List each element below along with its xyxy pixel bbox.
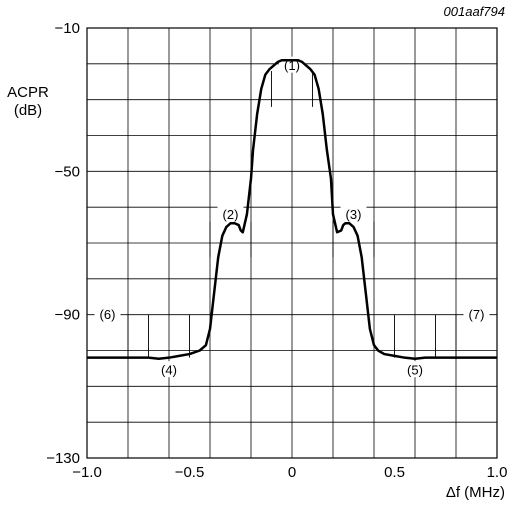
x-tick-label: 1.0 (487, 464, 508, 481)
y-tick-label: −10 (55, 20, 80, 37)
annotation-label-bg (463, 305, 490, 322)
y-tick-label: −50 (55, 163, 80, 180)
grid (87, 28, 497, 458)
figure-id: 001aaf794 (444, 4, 505, 19)
x-tick-label: −0.5 (175, 464, 205, 481)
y-tick-labels: −10 −50 −90 −130 (46, 20, 80, 467)
y-tick-label: −130 (46, 450, 80, 467)
annotation-label: (6) (100, 307, 116, 322)
annotation-label: (1) (284, 58, 300, 73)
x-tick-labels: −1.0 −0.5 0 0.5 1.0 (72, 464, 507, 481)
annotation-label: (5) (407, 363, 423, 378)
annotation-label-bg (156, 361, 182, 378)
y-tick-label: −90 (55, 307, 80, 324)
annotation-label-bg (217, 205, 244, 222)
y-axis-label-line1: ACPR (7, 84, 49, 101)
annotation-label: (3) (346, 207, 362, 222)
annotation-label-bg (340, 205, 367, 222)
plot-frame (86, 27, 498, 459)
x-tick-label: 0 (288, 464, 296, 481)
annotations: (1) (2) (3) (4) (5) (6) (7) (86, 56, 498, 378)
y-axis-label-line2: (dB) (14, 102, 42, 119)
annotation-label: (7) (469, 307, 485, 322)
x-tick-label: 0.5 (384, 464, 405, 481)
acpr-curve (87, 59, 497, 360)
annotation-label: (4) (161, 363, 177, 378)
annotation-label-bg (94, 305, 121, 322)
x-axis-label: Δf (MHz) (446, 484, 505, 501)
annotation-label: (2) (223, 207, 239, 222)
x-tick-label: −1.0 (72, 464, 102, 481)
annotation-label-bg (402, 361, 428, 378)
